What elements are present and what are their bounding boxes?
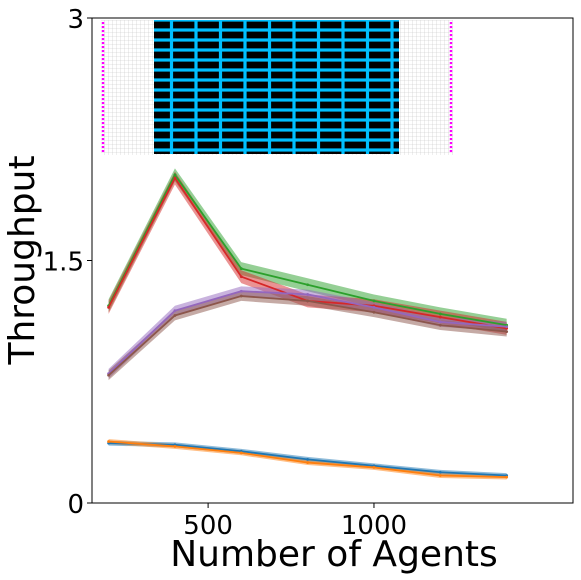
series-3-point — [438, 323, 442, 327]
series-5-point — [239, 451, 243, 455]
x-axis-label: Number of Agents — [170, 534, 498, 575]
series-5-point — [306, 461, 310, 464]
series-4-point — [306, 457, 310, 461]
series-5-point — [107, 440, 110, 443]
axis-ticks: 500 1000 0 1.5 3 — [43, 5, 407, 541]
series-1-point — [107, 305, 110, 309]
series-2-point — [306, 293, 310, 296]
series-5-point — [173, 445, 177, 448]
series-3-point — [107, 373, 110, 377]
series-3-line — [107, 295, 507, 376]
series-2-point — [372, 305, 376, 309]
x-tick-label: 500 — [183, 511, 233, 541]
y-tick-label: 0 — [67, 490, 84, 520]
series-5-point — [505, 475, 509, 479]
x-tick-label: 1000 — [341, 511, 407, 541]
y-axis-label: Throughput — [2, 155, 43, 365]
series-3-point — [173, 314, 177, 317]
series-3-point — [505, 330, 509, 334]
map-obstacles — [154, 20, 399, 154]
y-tick-label: 3 — [67, 5, 84, 35]
series-3-point — [239, 294, 243, 298]
series-0-point — [438, 312, 442, 316]
series-0-point — [306, 283, 310, 287]
series-2-point — [173, 309, 177, 313]
series-1-point — [438, 315, 442, 319]
series-2-point — [438, 320, 442, 324]
series-5-point — [372, 466, 376, 469]
series-0-point — [372, 299, 376, 303]
series-2-point — [505, 325, 509, 329]
y-tick-label: 1.5 — [43, 248, 84, 278]
map-inset — [101, 20, 453, 155]
series-5-point — [438, 474, 442, 477]
series-3-point — [306, 299, 310, 303]
series-3-point — [372, 310, 376, 314]
series-0-point — [173, 173, 177, 177]
series-2-point — [239, 289, 243, 293]
error-bands — [108, 168, 507, 480]
series-1-point — [173, 176, 177, 180]
series-lines — [107, 173, 509, 479]
series-3-band — [108, 291, 507, 381]
series-4-point — [438, 470, 442, 474]
series-1-point — [239, 275, 243, 279]
series-0-point — [239, 267, 243, 270]
